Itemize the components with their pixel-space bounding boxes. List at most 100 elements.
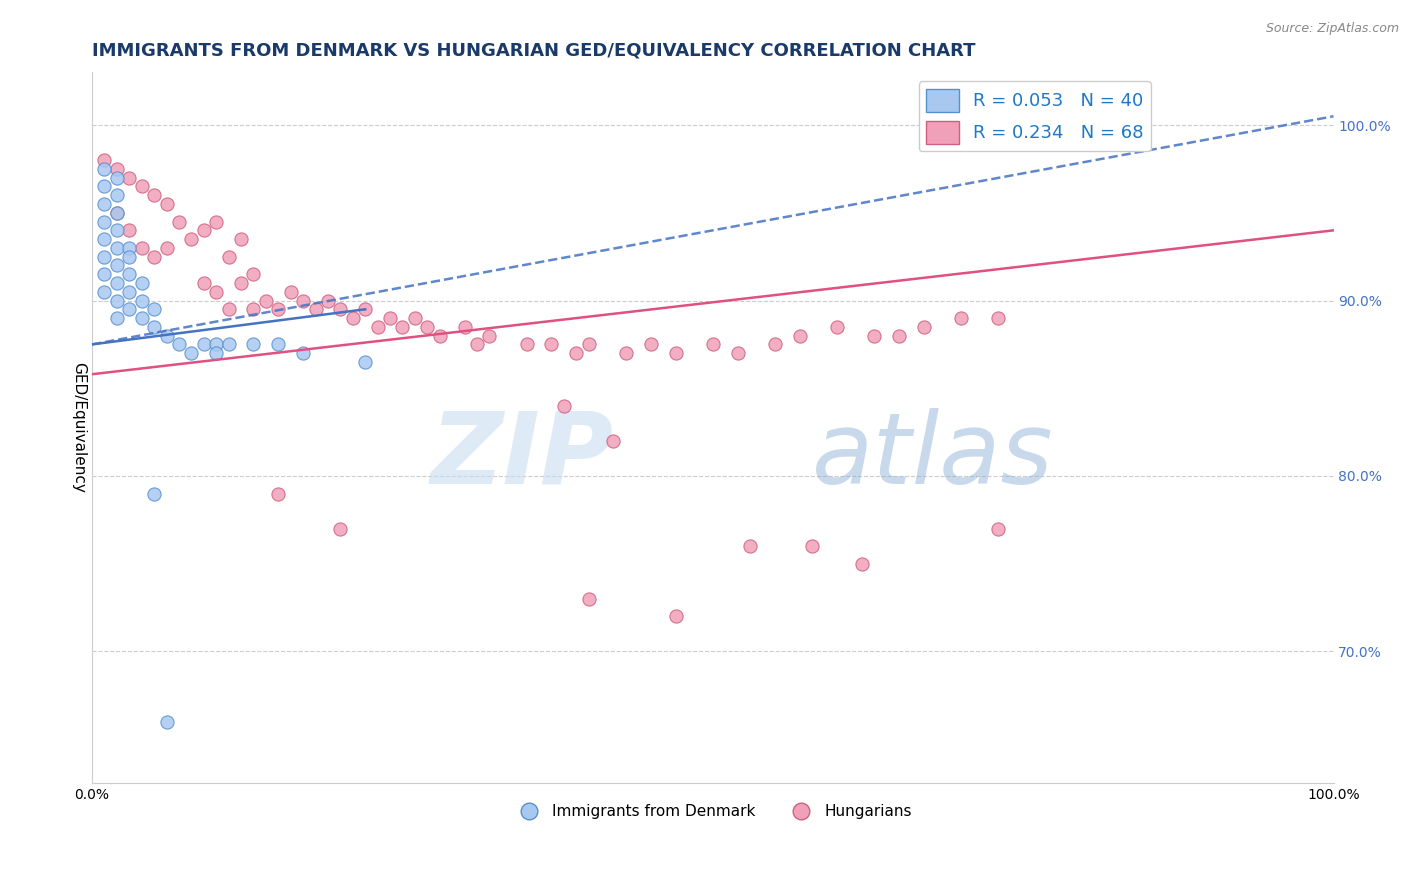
Point [242,267,264,281]
Point [912,319,935,334]
Point [218,302,240,317]
Point [93,214,115,228]
Point [391,319,413,334]
Point [143,319,166,334]
Legend: Immigrants from Denmark, Hungarians: Immigrants from Denmark, Hungarians [508,798,918,825]
Point [118,223,141,237]
Point [118,302,141,317]
Point [205,337,228,351]
Point [702,337,724,351]
Point [131,311,153,326]
Point [453,319,475,334]
Point [118,250,141,264]
Point [280,285,302,299]
Point [602,434,624,448]
Point [578,591,600,606]
Point [131,179,153,194]
Point [105,276,128,290]
Point [167,337,190,351]
Point [193,276,215,290]
Point [218,250,240,264]
Point [516,337,538,351]
Point [229,276,252,290]
Point [93,197,115,211]
Point [416,319,439,334]
Point [167,214,190,228]
Point [131,241,153,255]
Point [105,259,128,273]
Point [93,179,115,194]
Point [105,223,128,237]
Point [93,161,115,176]
Point [205,214,228,228]
Point [738,539,761,553]
Point [614,346,637,360]
Point [93,153,115,168]
Point [329,522,352,536]
Point [105,293,128,308]
Point [229,232,252,246]
Point [131,276,153,290]
Text: IMMIGRANTS FROM DENMARK VS HUNGARIAN GED/EQUIVALENCY CORRELATION CHART: IMMIGRANTS FROM DENMARK VS HUNGARIAN GED… [91,42,976,60]
Point [93,232,115,246]
Point [105,188,128,202]
Point [578,337,600,351]
Text: atlas: atlas [813,408,1053,505]
Point [987,311,1010,326]
Point [664,346,686,360]
Point [105,311,128,326]
Point [354,302,377,317]
Point [429,328,451,343]
Point [465,337,488,351]
Point [105,206,128,220]
Point [193,337,215,351]
Point [242,302,264,317]
Point [143,250,166,264]
Point [105,170,128,185]
Point [242,337,264,351]
Point [540,337,562,351]
Point [93,250,115,264]
Point [93,267,115,281]
Point [292,293,315,308]
Point [143,188,166,202]
Point [329,302,352,317]
Y-axis label: GED/Equivalency: GED/Equivalency [72,362,86,493]
Point [193,223,215,237]
Point [404,311,426,326]
Point [950,311,973,326]
Point [155,328,177,343]
Point [205,285,228,299]
Point [105,161,128,176]
Point [267,337,290,351]
Point [143,302,166,317]
Point [378,311,401,326]
Text: Source: ZipAtlas.com: Source: ZipAtlas.com [1265,22,1399,36]
Point [789,328,811,343]
Point [553,399,575,413]
Point [801,539,824,553]
Text: ZIP: ZIP [430,408,613,505]
Point [316,293,339,308]
Point [118,285,141,299]
Point [292,346,315,360]
Point [342,311,364,326]
Point [267,302,290,317]
Point [118,170,141,185]
Point [180,346,202,360]
Point [304,302,326,317]
Point [851,557,873,571]
Point [205,346,228,360]
Point [987,522,1010,536]
Point [118,267,141,281]
Point [155,714,177,729]
Point [155,197,177,211]
Point [367,319,389,334]
Point [727,346,749,360]
Point [887,328,910,343]
Point [105,241,128,255]
Point [640,337,662,351]
Point [180,232,202,246]
Point [155,241,177,255]
Point [118,241,141,255]
